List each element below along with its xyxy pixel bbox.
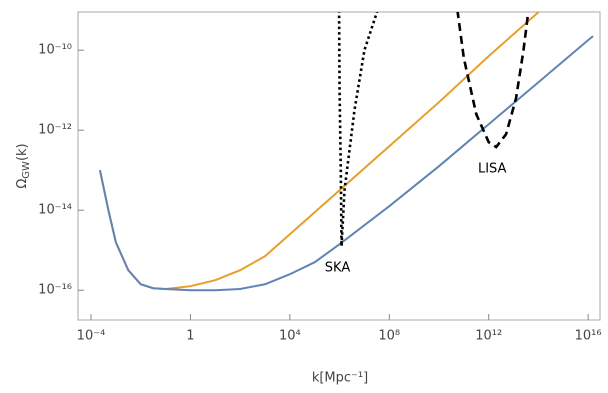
series-line: [337, 12, 379, 247]
curve-label: SKA: [325, 261, 351, 276]
y-tick-label: 10⁻¹⁰: [38, 43, 72, 58]
y-axis-label: ΩGW(k): [15, 143, 33, 188]
series-line: [98, 35, 594, 292]
y-label-main: Ω: [15, 179, 30, 189]
y-tick-label: 10⁻¹⁶: [38, 283, 72, 298]
y-label-sub: GW: [21, 161, 32, 179]
series-line: [98, 12, 540, 291]
curve-label: LISA: [478, 161, 507, 176]
x-tick-label: 10⁻⁴: [77, 329, 106, 344]
x-tick-label: 1: [186, 329, 194, 344]
y-tick-label: 10⁻¹⁴: [38, 203, 72, 218]
x-tick-label: 10¹⁶: [575, 329, 602, 344]
x-tick-label: 10⁸: [378, 329, 400, 344]
series-line: [456, 12, 530, 149]
x-axis-label: k[Mpc⁻¹]: [312, 371, 368, 386]
y-label-rest: (k): [15, 143, 30, 161]
x-tick-label: 10¹²: [475, 329, 502, 344]
plot-area: [98, 12, 594, 292]
x-tick-label: 10⁴: [279, 329, 301, 344]
y-tick-label: 10⁻¹²: [38, 123, 72, 138]
